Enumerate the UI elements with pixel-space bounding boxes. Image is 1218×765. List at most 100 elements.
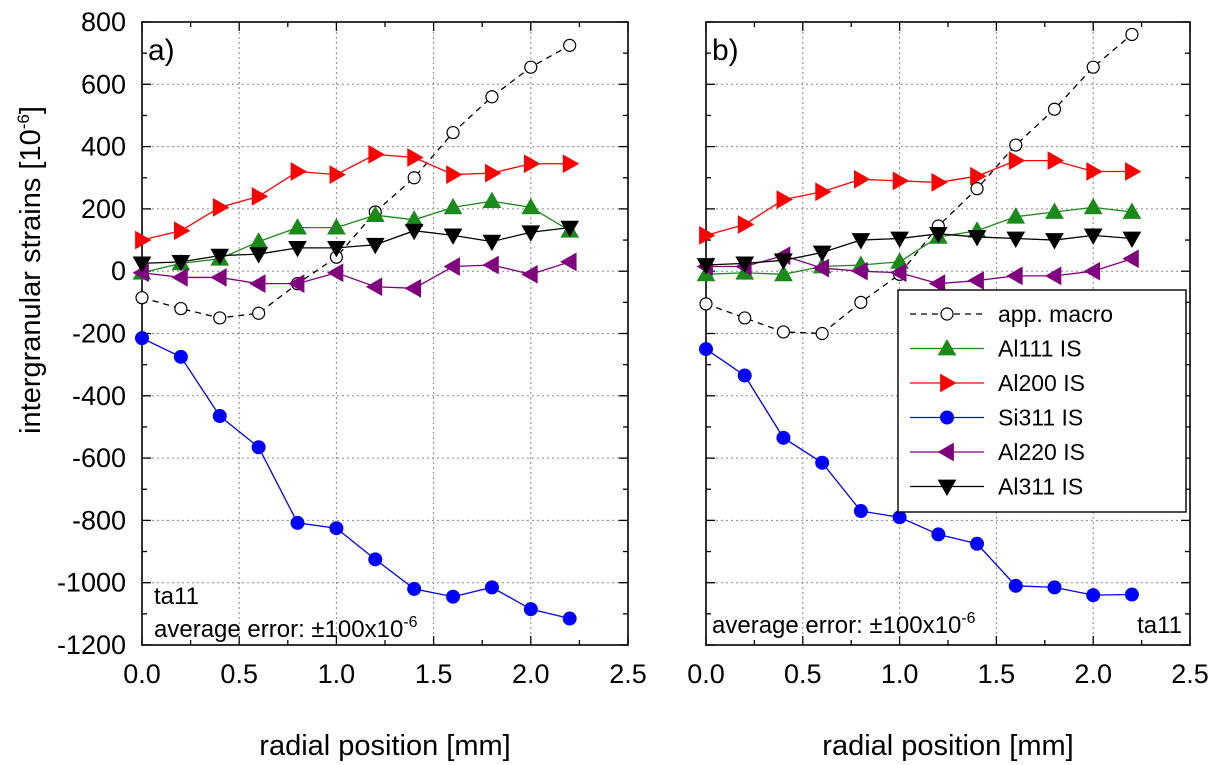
data-point <box>365 237 385 255</box>
legend-marker <box>940 307 954 321</box>
data-point <box>812 245 832 263</box>
data-point <box>1008 151 1026 170</box>
legend-marker <box>940 373 957 393</box>
data-point <box>970 166 987 186</box>
data-point <box>815 182 832 202</box>
data-point <box>521 264 538 284</box>
x-tick-label: 1.5 <box>978 659 1016 689</box>
data-point <box>928 274 946 294</box>
series-line <box>141 44 570 319</box>
data-point <box>135 331 149 346</box>
data-point <box>562 611 577 626</box>
data-point <box>173 349 188 364</box>
data-point <box>446 125 460 140</box>
data-point <box>210 268 227 287</box>
data-point <box>1124 587 1139 602</box>
data-point <box>249 274 266 294</box>
x-tick-label: 1.0 <box>881 659 919 689</box>
plot-frame-a <box>141 21 629 646</box>
average-error-note: average error: ±100x10-6 <box>154 614 418 643</box>
x-tick-label: 0.5 <box>220 659 258 689</box>
series-app-macro <box>135 38 577 325</box>
data-point <box>1045 202 1064 219</box>
legend-label: app. macro <box>998 301 1113 327</box>
data-point <box>327 218 346 235</box>
legend-box <box>897 289 1187 513</box>
data-point <box>485 163 502 183</box>
panel-label-b: b) <box>712 34 739 67</box>
data-point <box>776 430 791 445</box>
series-line <box>141 226 570 265</box>
data-point <box>249 232 269 249</box>
data-point <box>854 169 871 189</box>
x-axis-title-b: radial position [mm] <box>822 730 1073 762</box>
panel-b: 0.0 0.5 1.0 1.5 2.0 2.5 b) average error: ±100x… <box>687 21 1209 689</box>
data-point <box>210 248 230 266</box>
data-point <box>851 261 868 281</box>
legend-label: Al111 IS <box>998 336 1082 362</box>
data-point <box>1083 197 1103 215</box>
data-point <box>1086 162 1103 181</box>
data-point <box>1045 233 1064 250</box>
data-point <box>928 226 948 244</box>
data-point <box>699 297 713 311</box>
data-point <box>892 510 907 525</box>
data-point <box>407 581 422 596</box>
data-point <box>776 190 793 209</box>
x-tick-label: 0.5 <box>784 659 822 689</box>
y-axis-title: intergranular strains [10-6] <box>14 106 47 434</box>
legend-label: Al200 IS <box>998 370 1085 396</box>
data-point <box>404 278 422 298</box>
x-tick-label: 2.0 <box>1074 659 1112 689</box>
series-line <box>706 254 1133 285</box>
data-point <box>1125 27 1139 42</box>
data-point <box>135 230 152 250</box>
data-point <box>1008 578 1023 593</box>
legend-item: Si311 IS <box>910 405 1083 431</box>
data-point <box>251 187 269 206</box>
data-point <box>174 301 188 316</box>
data-point <box>485 90 499 104</box>
data-point <box>212 409 227 424</box>
data-point <box>560 252 577 272</box>
data-point <box>967 230 987 247</box>
y-tick-label: 600 <box>81 69 126 99</box>
data-point <box>563 38 577 52</box>
series-al200-is <box>699 151 1142 245</box>
data-point <box>892 171 910 191</box>
data-point <box>365 205 385 223</box>
data-point <box>1125 162 1142 181</box>
legend-marker <box>937 479 957 497</box>
data-point <box>696 258 716 275</box>
ticks-a <box>141 21 629 646</box>
data-point <box>1122 202 1142 219</box>
data-point <box>774 253 793 270</box>
data-point <box>524 60 538 74</box>
series-line <box>705 159 1132 237</box>
x-tick-label: 1.5 <box>415 659 453 689</box>
data-point <box>171 268 188 287</box>
data-point <box>699 226 716 245</box>
legend-item: Al311 IS <box>910 474 1083 500</box>
x-tick-label: 0.0 <box>123 659 161 689</box>
data-point <box>249 247 269 264</box>
data-point <box>482 234 502 252</box>
y-tick-label: -400 <box>72 381 126 411</box>
data-point <box>1009 138 1023 152</box>
y-tick-label: 400 <box>81 132 126 162</box>
y-tick-label: 200 <box>81 194 126 224</box>
data-point <box>521 225 541 242</box>
data-point <box>699 342 713 357</box>
data-point <box>1047 580 1062 595</box>
data-point <box>443 257 460 276</box>
data-point <box>1006 266 1023 286</box>
series-al220-is <box>696 246 1139 294</box>
legend-marker <box>937 338 957 356</box>
series-si311-is <box>135 331 577 626</box>
average-error-note: average error: ±100x10-6 <box>712 610 976 639</box>
data-point <box>329 521 344 536</box>
data-point <box>443 197 463 215</box>
data-point <box>1006 231 1026 249</box>
legend-item: app. macro <box>910 301 1113 327</box>
